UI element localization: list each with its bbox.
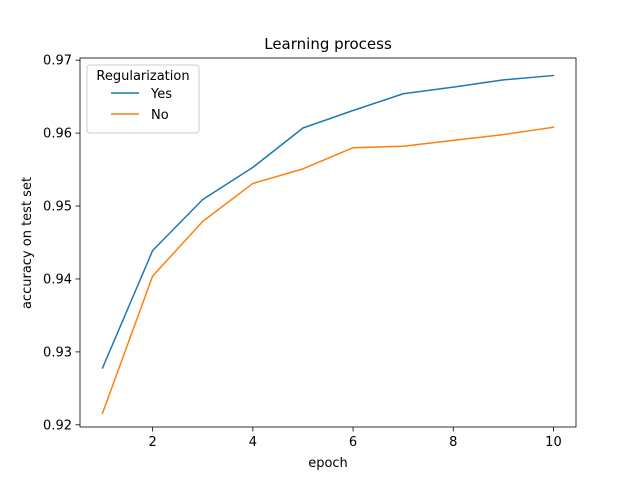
y-tick-label: 0.93 — [43, 345, 72, 360]
legend-entry-yes: Yes — [150, 87, 172, 102]
x-tick-label: 6 — [349, 435, 357, 450]
y-tick-label: 0.95 — [43, 200, 72, 215]
y-tick-label: 0.92 — [43, 418, 72, 433]
series-line-yes — [101, 74, 555, 369]
x-tick-label: 10 — [545, 435, 562, 450]
plot-area — [101, 74, 555, 415]
legend-entry-no: No — [151, 108, 169, 123]
x-tick-label: 8 — [449, 435, 457, 450]
x-axis-label: epoch — [308, 456, 348, 471]
plot-frame — [79, 57, 577, 428]
legend-title: Regularization — [96, 69, 189, 84]
y-tick-label: 0.94 — [43, 272, 72, 287]
series-line-no — [101, 126, 555, 415]
y-tick-label: 0.97 — [43, 54, 72, 69]
legend-box — [86, 64, 200, 134]
y-axis-label: accuracy on test set — [20, 177, 35, 309]
x-tick-label: 2 — [149, 435, 157, 450]
legend: Regularization Yes No — [86, 64, 200, 134]
chart-title: Learning process — [264, 35, 392, 53]
y-tick-label: 0.96 — [43, 127, 72, 142]
axes: 2 4 6 8 10 0.92 0.93 0.94 0.95 0.96 0.97 — [43, 54, 577, 450]
x-tick-label: 4 — [249, 435, 257, 450]
